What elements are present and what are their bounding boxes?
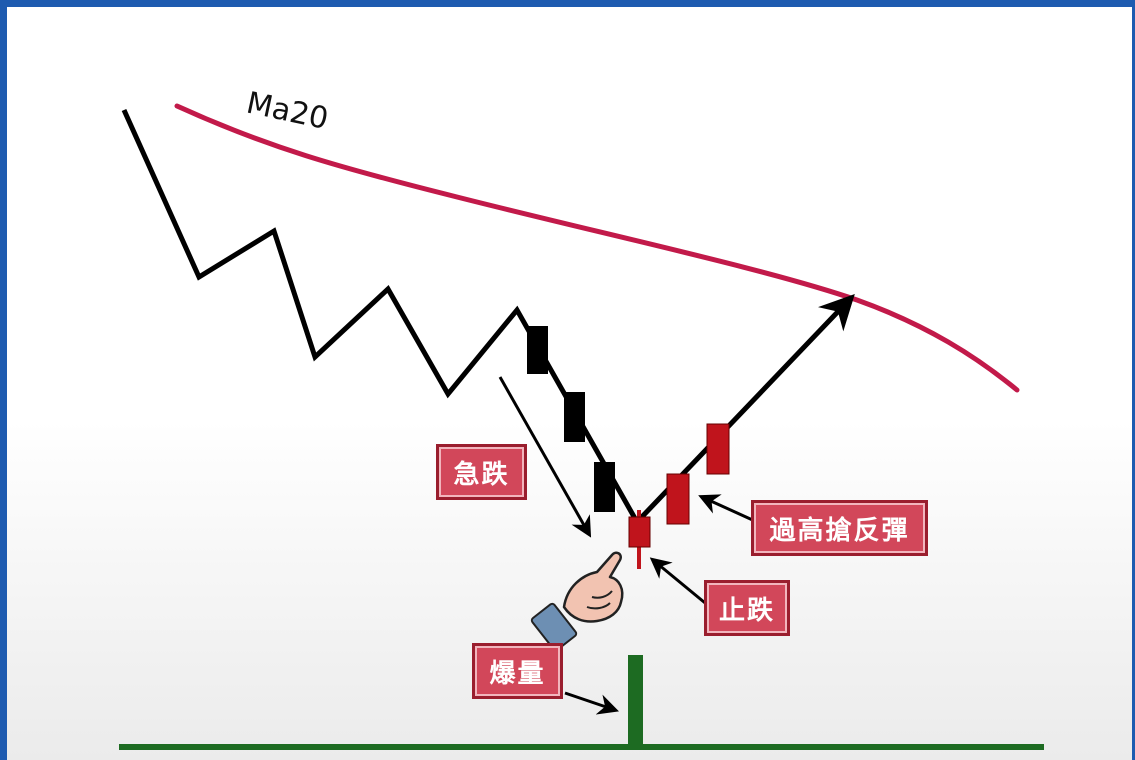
sharp-drop-label: 急跌 [436, 444, 527, 500]
rebound-label: 過高搶反彈 [751, 500, 928, 556]
ma20-line [174, 103, 1020, 393]
price-pattern-diagram: Ma20 [119, 86, 1044, 750]
rebound-arrow [698, 494, 758, 524]
volume-burst-label: 爆量 [472, 643, 563, 699]
bull-candle-1 [628, 516, 651, 548]
stop-fall-arrow [649, 557, 711, 609]
sharp-drop-arrow [498, 376, 592, 538]
bear-candle-1 [527, 326, 548, 374]
ma20-label: Ma20 [243, 86, 331, 137]
volume-arrow [564, 691, 619, 715]
stop-fall-label: 止跌 [704, 580, 790, 636]
price-zigzag-line [121, 108, 640, 524]
bull-candle-2 [666, 473, 690, 525]
pointing-hand-icon [530, 551, 624, 652]
bear-candle-2 [564, 392, 585, 442]
bear-candle-3 [594, 462, 615, 512]
volume-spike-bar [628, 655, 643, 749]
bull-candle-3 [706, 423, 730, 475]
